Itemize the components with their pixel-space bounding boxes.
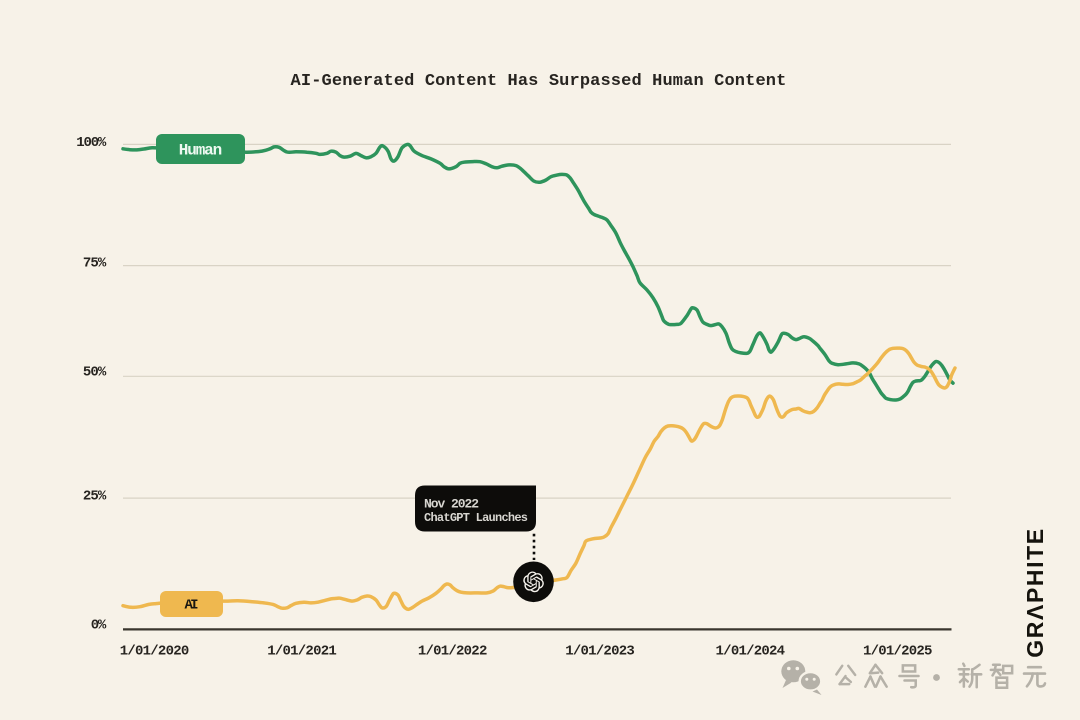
svg-text:AI: AI — [185, 598, 199, 614]
svg-text:GRΛPHITE: GRΛPHITE — [1022, 527, 1048, 657]
svg-text:1/01/2021: 1/01/2021 — [267, 644, 337, 660]
svg-text:AI-Generated Content Has Surpa: AI-Generated Content Has Surpassed Human… — [291, 72, 787, 91]
svg-text:100%: 100% — [76, 135, 107, 151]
svg-text:1/01/2025: 1/01/2025 — [863, 644, 933, 660]
svg-text:1/01/2023: 1/01/2023 — [565, 644, 635, 660]
svg-text:25%: 25% — [83, 489, 107, 505]
svg-text:1/01/2020: 1/01/2020 — [120, 644, 190, 660]
svg-text:75%: 75% — [83, 255, 107, 271]
svg-text:Nov 2022: Nov 2022 — [424, 496, 479, 511]
svg-text:ChatGPT Launches: ChatGPT Launches — [424, 511, 528, 525]
svg-text:1/01/2022: 1/01/2022 — [418, 644, 487, 660]
svg-text:0%: 0% — [91, 617, 107, 633]
svg-text:50%: 50% — [83, 364, 107, 380]
svg-text:Human: Human — [179, 142, 223, 160]
svg-text:1/01/2024: 1/01/2024 — [716, 644, 786, 660]
